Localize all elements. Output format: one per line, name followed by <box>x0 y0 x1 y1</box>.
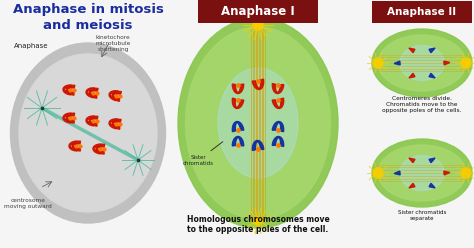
Polygon shape <box>409 73 415 78</box>
Polygon shape <box>112 92 121 101</box>
Ellipse shape <box>218 68 298 178</box>
Circle shape <box>253 20 263 30</box>
Polygon shape <box>112 119 121 129</box>
FancyBboxPatch shape <box>372 1 472 23</box>
Polygon shape <box>444 61 450 65</box>
Polygon shape <box>89 88 98 98</box>
Polygon shape <box>394 171 400 175</box>
Text: Centromeres divide.
Chromatids move to the
opposite poles of the cells.: Centromeres divide. Chromatids move to t… <box>382 96 462 113</box>
Circle shape <box>373 168 383 178</box>
Ellipse shape <box>372 139 472 207</box>
Text: Homologous chromosomes move
to the opposite poles of the cell.: Homologous chromosomes move to the oppos… <box>187 215 329 234</box>
Polygon shape <box>409 158 415 163</box>
Ellipse shape <box>185 27 330 219</box>
Polygon shape <box>63 113 72 123</box>
Polygon shape <box>66 113 74 123</box>
Polygon shape <box>394 61 400 65</box>
Circle shape <box>461 58 471 68</box>
Polygon shape <box>429 48 435 53</box>
Polygon shape <box>273 84 284 93</box>
Polygon shape <box>429 73 435 78</box>
Text: Sister chromatids
separate: Sister chromatids separate <box>398 210 446 221</box>
Polygon shape <box>232 122 244 132</box>
Ellipse shape <box>378 35 466 91</box>
Text: Anaphase I: Anaphase I <box>221 5 295 18</box>
Polygon shape <box>252 140 264 151</box>
FancyBboxPatch shape <box>198 0 318 23</box>
Ellipse shape <box>19 54 157 212</box>
Polygon shape <box>444 171 450 175</box>
Ellipse shape <box>10 43 165 223</box>
Polygon shape <box>252 79 264 90</box>
Polygon shape <box>72 141 81 151</box>
Ellipse shape <box>372 29 472 97</box>
Text: Anaphase in mitosis
and meiosis: Anaphase in mitosis and meiosis <box>13 3 164 32</box>
Text: Anaphase: Anaphase <box>14 43 48 49</box>
Polygon shape <box>409 183 415 188</box>
Polygon shape <box>86 88 95 98</box>
Ellipse shape <box>400 45 445 81</box>
Text: kinetochore
microtubule
shortening: kinetochore microtubule shortening <box>95 35 131 52</box>
Polygon shape <box>89 116 98 126</box>
Ellipse shape <box>378 145 466 201</box>
Polygon shape <box>409 48 415 53</box>
Polygon shape <box>429 158 435 163</box>
Ellipse shape <box>178 18 338 228</box>
Polygon shape <box>429 183 435 188</box>
Text: Sister
chromatids: Sister chromatids <box>182 142 223 166</box>
Circle shape <box>373 58 383 68</box>
Circle shape <box>254 217 262 225</box>
Ellipse shape <box>400 155 445 190</box>
Polygon shape <box>86 116 95 126</box>
Polygon shape <box>96 144 105 154</box>
Polygon shape <box>109 91 118 101</box>
Polygon shape <box>63 85 72 95</box>
Polygon shape <box>66 85 75 95</box>
Polygon shape <box>232 98 244 108</box>
Polygon shape <box>93 144 101 154</box>
Polygon shape <box>69 141 77 151</box>
Text: Anaphase II: Anaphase II <box>387 7 456 17</box>
Polygon shape <box>272 136 283 146</box>
Polygon shape <box>272 98 283 108</box>
Polygon shape <box>232 136 244 146</box>
Polygon shape <box>272 122 283 132</box>
Circle shape <box>461 168 471 178</box>
Polygon shape <box>109 119 118 129</box>
Text: centrosome
moving outward: centrosome moving outward <box>4 198 52 209</box>
Polygon shape <box>232 84 244 93</box>
